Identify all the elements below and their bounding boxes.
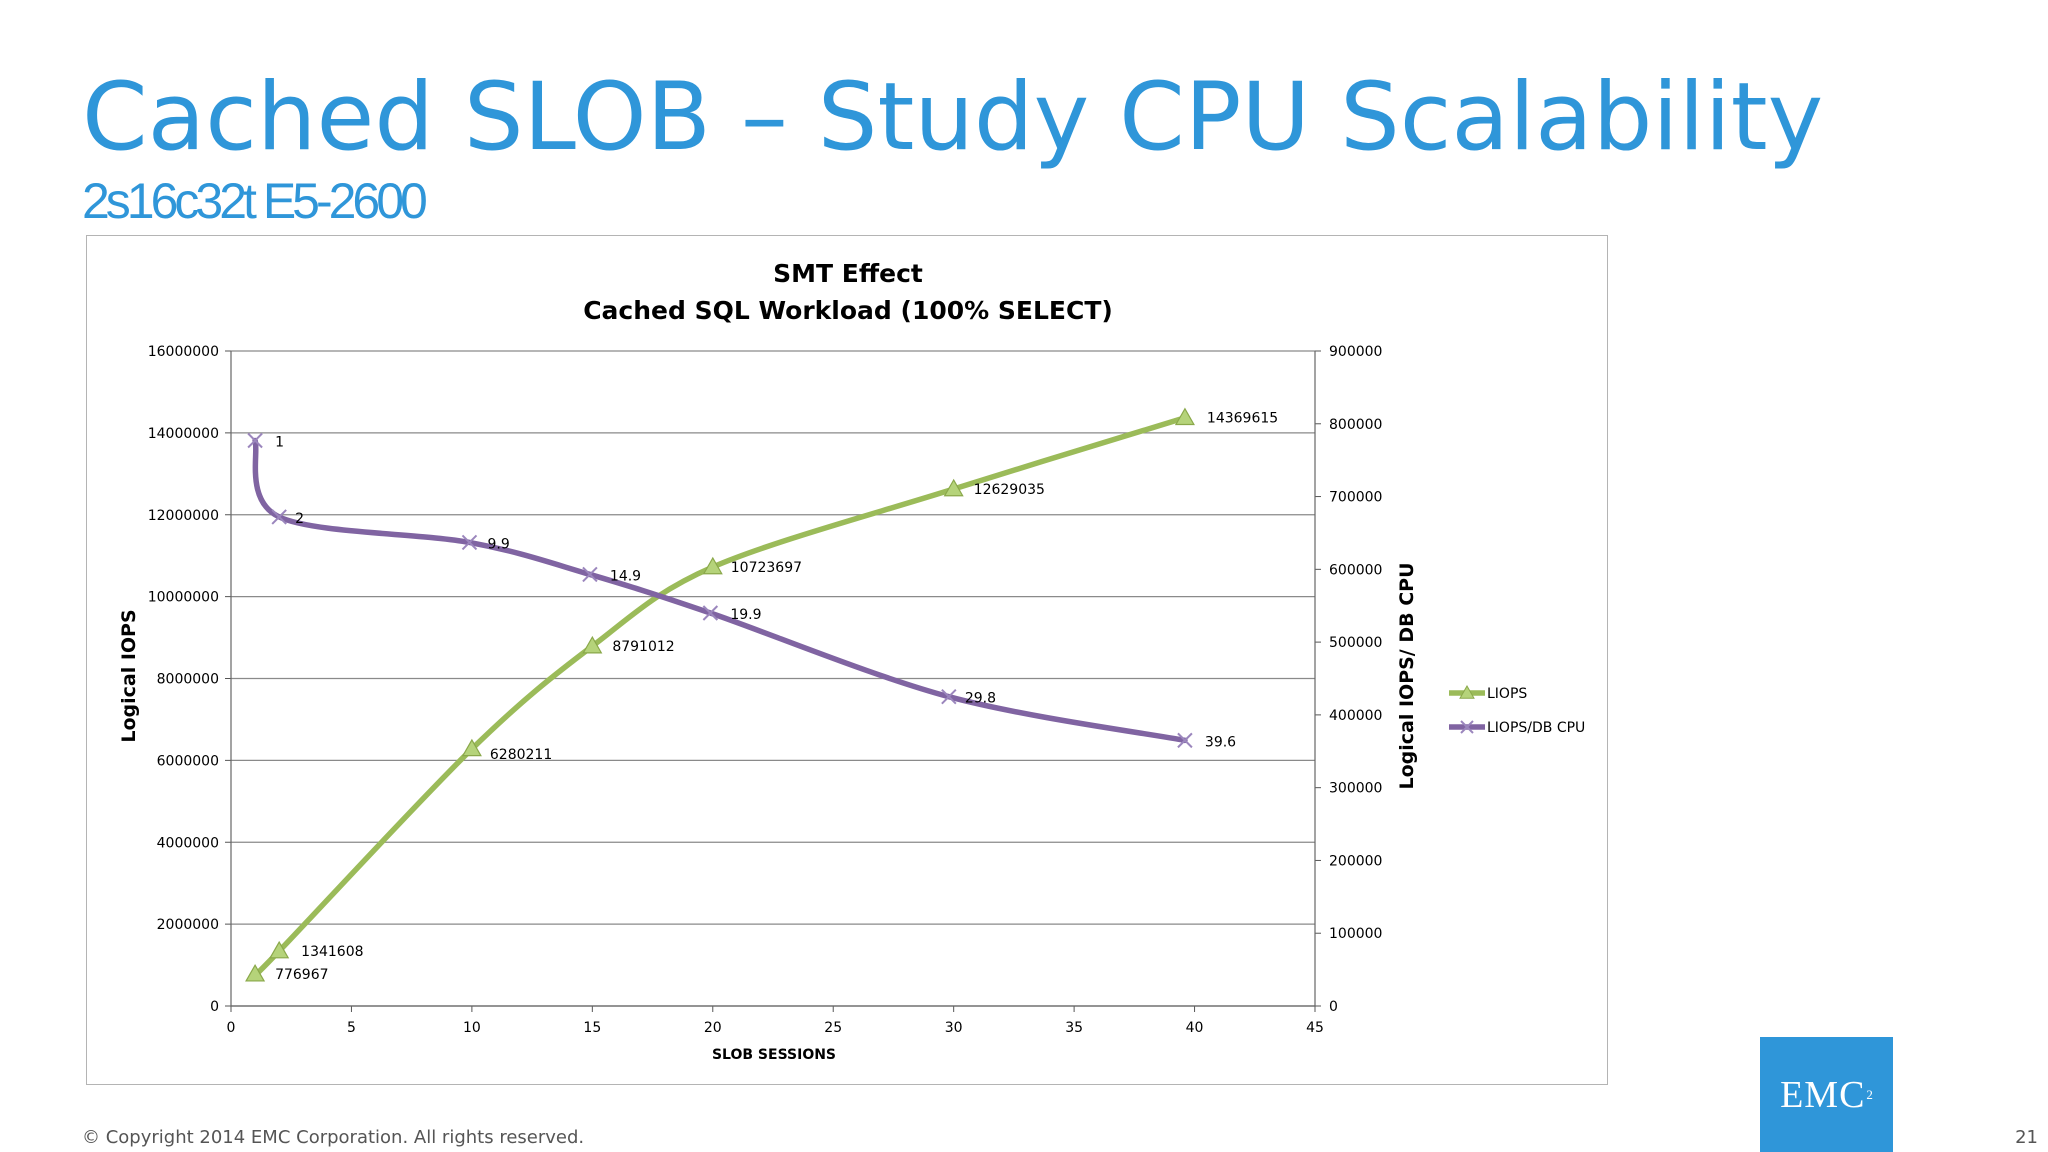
liops-point [461,738,482,757]
y-tick-label: 10000000 [148,590,219,606]
y-tick-label: 16000000 [148,344,219,360]
chart-svg: SMT Effect Cached SQL Workload (100% SEL… [118,259,1585,1063]
liops-db-cpu-data-label: 9.9 [487,536,509,552]
x-tick-label: 30 [945,1020,963,1036]
liops-db-cpu-point [941,688,957,705]
liops-point [702,556,723,575]
y-axis-title: Logical IOPS [118,609,140,742]
x-tick-label: 10 [463,1020,481,1036]
y-tick-label: 6000000 [157,753,219,769]
legend-marker-x [1460,720,1474,734]
legend-label: LIOPS/DB CPU [1487,720,1585,736]
liops-db-cpu-point [461,534,478,551]
series-line-2 [252,437,1188,744]
x-tick-label: 0 [227,1020,236,1036]
chart-subtitle: Cached SQL Workload (100% SELECT) [583,296,1113,325]
y2-tick-label: 500000 [1329,635,1382,651]
emc-logo-text: EMC [1780,1073,1866,1116]
liops-data-label: 8791012 [612,639,674,655]
legend: LIOPS LIOPS/DB CPU [1449,684,1585,736]
liops-db-cpu-point [1177,732,1193,749]
liops-db-cpu-data-label: 29.8 [965,691,996,707]
emc-logo-superscript: 2 [1866,1086,1873,1102]
slide-title: Cached SLOB – Study CPU Scalability [82,63,1824,172]
x-tick-label: 40 [1186,1020,1204,1036]
y-tick-label: 8000000 [157,672,219,688]
x-tick-label: 25 [824,1020,842,1036]
chart-frame: SMT Effect Cached SQL Workload (100% SEL… [86,235,1608,1085]
liops-db-cpu-data-label: 14.9 [610,568,641,584]
y2-axis-title: Logical IOPS/ DB CPU [1396,562,1418,789]
y2-tick-label: 400000 [1329,708,1382,724]
liops-db-cpu-point [582,566,598,583]
liops-db-cpu-point [247,432,263,449]
liops-point [245,963,266,982]
liops-point [943,478,964,497]
liops-db-cpu-data-label: 39.6 [1205,734,1236,750]
liops-data-label: 10723697 [731,560,802,576]
y2-tick-label: 900000 [1329,344,1382,360]
liops-data-label: 12629035 [974,482,1045,498]
y2-tick-label: 300000 [1329,781,1382,797]
axes: 0200000040000006000000800000010000000120… [148,344,1383,1036]
y-tick-label: 14000000 [148,426,219,442]
liops-data-label: 1341608 [301,944,363,960]
y-tick-label: 12000000 [148,508,219,524]
y-tick-label: 0 [210,999,219,1015]
x-axis-title: SLOB SESSIONS [712,1047,836,1063]
y2-tick-label: 100000 [1329,926,1382,942]
x-tick-label: 45 [1306,1020,1324,1036]
y-tick-label: 4000000 [157,835,219,851]
legend-label: LIOPS [1487,686,1527,702]
liops-db-cpu-data-label: 2 [295,511,304,527]
x-tick-label: 15 [583,1020,601,1036]
liops-point [269,940,290,959]
liops-db-cpu-data-label: 19.9 [730,607,761,623]
liops-data-label: 14369615 [1207,411,1278,427]
footer-copyright: © Copyright 2014 EMC Corporation. All ri… [82,1127,585,1148]
liops-data-label: 776967 [275,967,328,983]
data-labels: 776967 1341608 6280211 8791012 10723697 12629… [275,411,1278,983]
slide-subtitle: 2s16c32t E5-2600 [82,173,428,229]
y2-tick-label: 700000 [1329,490,1382,506]
y2-tick-label: 200000 [1329,853,1382,869]
liops-data-label: 6280211 [490,747,552,763]
liops-db-cpu-data-label: 1 [275,435,284,451]
liops-point [582,635,603,654]
page-number: 21 [2015,1127,2038,1148]
liops-point [1174,407,1195,426]
gridlines [231,350,1315,1007]
liops-db-cpu-point [271,509,287,525]
x-tick-label: 5 [347,1020,356,1036]
liops-db-cpu-point [702,605,719,621]
y2-tick-label: 0 [1329,999,1338,1015]
x-tick-label: 20 [704,1020,722,1036]
series-line-1 [252,414,1188,978]
series [245,407,1195,982]
y2-tick-label: 600000 [1329,562,1382,578]
chart-title: SMT Effect [773,259,923,288]
y-tick-label: 2000000 [157,917,219,933]
legend-marker-triangle [1459,684,1475,699]
x-tick-label: 35 [1065,1020,1083,1036]
y2-tick-label: 800000 [1329,417,1382,433]
emc-logo: EMC 2 [1760,1037,1893,1152]
